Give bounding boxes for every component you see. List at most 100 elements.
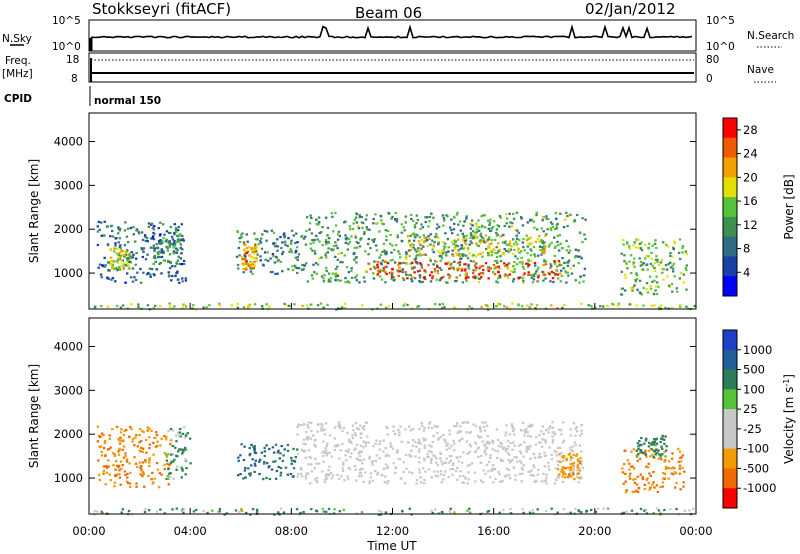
echo-cell bbox=[475, 236, 478, 239]
velocity-colorbar-block bbox=[723, 428, 737, 450]
echo-cell bbox=[146, 304, 150, 307]
echo-cell bbox=[146, 253, 149, 256]
echo-cell bbox=[551, 225, 555, 228]
echo-cell bbox=[530, 276, 533, 279]
echo-cell bbox=[240, 509, 244, 513]
echo-cell bbox=[307, 426, 310, 429]
echo-cell bbox=[567, 473, 571, 476]
echo-cell bbox=[279, 236, 282, 239]
echo-cell bbox=[118, 476, 122, 479]
echo-cell bbox=[180, 263, 184, 266]
velocity-colorbar-block bbox=[723, 369, 737, 390]
echo-cell bbox=[535, 436, 538, 439]
echo-cell bbox=[315, 480, 318, 483]
echo-cell bbox=[534, 307, 537, 310]
echo-cell bbox=[342, 508, 346, 511]
echo-cell bbox=[624, 273, 627, 276]
echo-cell bbox=[649, 455, 652, 458]
echo-cell bbox=[348, 438, 351, 441]
echo-cell bbox=[468, 252, 471, 255]
echo-cell bbox=[335, 308, 338, 311]
echo-cell bbox=[355, 426, 359, 430]
echo-cell bbox=[173, 305, 176, 308]
echo-cell bbox=[565, 281, 568, 284]
echo-cell bbox=[436, 432, 439, 435]
echo-cell bbox=[378, 270, 381, 273]
echo-cell bbox=[283, 448, 286, 451]
echo-cell bbox=[377, 513, 380, 516]
echo-cell bbox=[623, 260, 626, 263]
echo-cell bbox=[606, 305, 609, 308]
echo-cell bbox=[554, 467, 558, 470]
echo-cell bbox=[621, 287, 624, 290]
echo-cell bbox=[487, 269, 490, 272]
echo-cell bbox=[465, 237, 468, 240]
echo-cell bbox=[505, 474, 508, 477]
echo-cell bbox=[148, 427, 151, 430]
echo-cell bbox=[657, 457, 661, 460]
echo-cell bbox=[126, 262, 129, 265]
echo-cell bbox=[678, 464, 682, 467]
echo-cell bbox=[252, 508, 255, 511]
echo-cell bbox=[418, 243, 422, 246]
echo-cell bbox=[540, 238, 543, 242]
echo-cell bbox=[568, 475, 571, 478]
echo-cell bbox=[566, 261, 570, 264]
echo-cell bbox=[547, 465, 550, 468]
echo-cell bbox=[580, 432, 584, 435]
echo-cell bbox=[543, 454, 547, 457]
echo-cell bbox=[130, 303, 133, 306]
echo-cell bbox=[247, 307, 251, 310]
echo-cell bbox=[165, 455, 169, 458]
echo-cell bbox=[173, 458, 176, 461]
echo-cell bbox=[374, 244, 378, 247]
echo-cell bbox=[153, 254, 157, 258]
echo-cell bbox=[130, 428, 133, 431]
echo-cell bbox=[182, 450, 185, 453]
echo-cell bbox=[577, 262, 580, 265]
echo-cell bbox=[552, 280, 555, 284]
echo-cell bbox=[489, 218, 492, 221]
echo-cell bbox=[179, 435, 182, 438]
echo-cell bbox=[366, 228, 369, 231]
echo-cell bbox=[641, 268, 645, 271]
echo-cell bbox=[479, 427, 482, 430]
echo-cell bbox=[653, 269, 657, 272]
echo-cell bbox=[541, 246, 544, 249]
echo-cell bbox=[410, 213, 413, 216]
echo-cell bbox=[308, 456, 311, 459]
echo-cell bbox=[456, 233, 459, 236]
echo-cell bbox=[362, 222, 365, 225]
echo-cell bbox=[141, 461, 145, 464]
echo-cell bbox=[572, 264, 575, 267]
echo-cell bbox=[547, 461, 550, 464]
echo-cell bbox=[261, 233, 264, 236]
echo-cell bbox=[482, 273, 485, 276]
echo-cell bbox=[396, 234, 399, 237]
echo-cell bbox=[391, 215, 394, 218]
echo-cell bbox=[635, 489, 638, 492]
echo-cell bbox=[562, 226, 566, 229]
echo-cell bbox=[373, 260, 376, 263]
echo-cell bbox=[481, 440, 485, 443]
echo-cell bbox=[308, 228, 311, 231]
echo-cell bbox=[479, 272, 482, 275]
echo-cell bbox=[125, 458, 129, 461]
echo-cell bbox=[628, 245, 631, 248]
echo-cell bbox=[465, 215, 468, 218]
echo-cell bbox=[537, 254, 540, 257]
echo-cell bbox=[181, 467, 184, 471]
echo-cell bbox=[218, 304, 222, 307]
echo-cell bbox=[580, 450, 583, 453]
echo-cell bbox=[333, 448, 337, 452]
echo-cell bbox=[450, 229, 453, 232]
echo-cell bbox=[408, 239, 411, 242]
echo-cell bbox=[107, 459, 110, 462]
echo-cell bbox=[520, 216, 523, 219]
echo-cell bbox=[244, 476, 247, 479]
echo-cell bbox=[123, 262, 126, 265]
echo-cell bbox=[367, 262, 370, 265]
echo-cell bbox=[360, 450, 363, 453]
echo-cell bbox=[491, 251, 494, 254]
echo-cell bbox=[429, 450, 432, 453]
